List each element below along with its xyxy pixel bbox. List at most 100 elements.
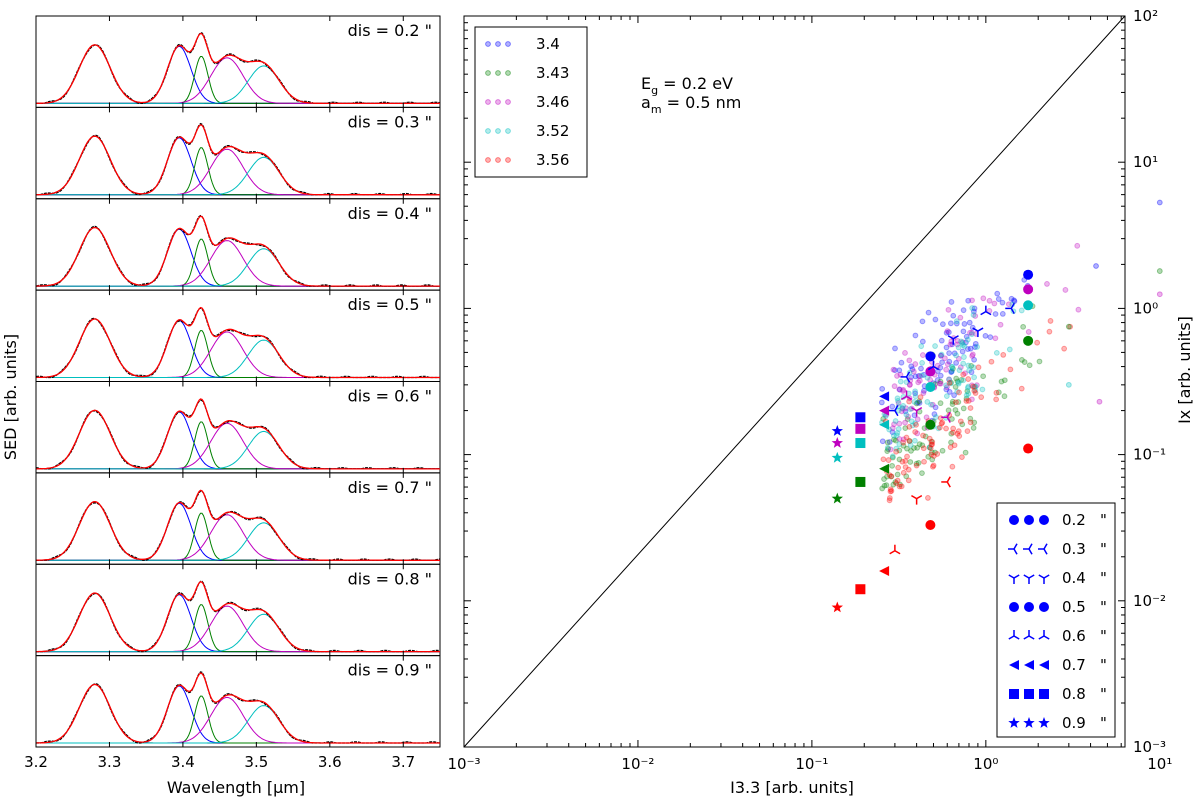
faint-point: [956, 433, 963, 439]
faint-point: [1067, 323, 1074, 330]
fit-curve: [36, 489, 440, 561]
faint-point: [946, 376, 953, 383]
faint-point: [1044, 281, 1050, 287]
y-tick-label: 10⁻³: [1133, 738, 1166, 756]
faint-point: [880, 456, 887, 463]
faint-point: [1007, 366, 1014, 373]
faint-point: [918, 372, 925, 379]
faint-point: [955, 355, 962, 362]
faint-point: [1005, 301, 1012, 308]
faint-point: [1156, 268, 1163, 274]
marker-hexagon: [1024, 602, 1034, 612]
faint-point: [928, 441, 935, 448]
faint-point: [994, 290, 1001, 297]
marker-square: [855, 584, 866, 595]
faint-point: [891, 383, 898, 390]
faint-point: [897, 378, 904, 385]
legend-label: 0.3: [1062, 540, 1086, 558]
legend-label: 0.5: [1062, 598, 1086, 616]
legend-label: 0.6: [1062, 627, 1086, 645]
faint-point: [908, 447, 914, 454]
legend-label: 3.46: [536, 93, 569, 111]
legend-swatch: [495, 99, 501, 105]
marker-tri-left: [1005, 302, 1015, 314]
marker-hexagon: [925, 519, 936, 530]
faint-point: [926, 435, 933, 442]
faint-point: [1021, 359, 1028, 365]
faint-point: [912, 332, 919, 339]
faint-point: [960, 405, 967, 412]
component-curve-2: [36, 594, 440, 653]
marker-arm: [894, 410, 899, 417]
x-tick-label: 3.6: [318, 753, 342, 771]
faint-point: [945, 407, 952, 414]
faint-point: [1062, 287, 1069, 293]
faint-point: [896, 483, 903, 490]
faint-point: [934, 451, 941, 457]
faint-point: [980, 373, 987, 380]
faint-point: [936, 424, 943, 431]
faint-point: [912, 361, 919, 367]
marker-triangle-left: [879, 565, 890, 576]
faint-point: [912, 390, 919, 397]
faint-point: [945, 306, 952, 313]
faint-point: [954, 337, 961, 344]
faint-point: [960, 377, 967, 384]
faint-point: [885, 446, 892, 452]
legend-swatch: [495, 128, 501, 134]
faint-point: [880, 415, 887, 422]
faint-point: [907, 442, 914, 448]
faint-point: [908, 418, 915, 425]
faint-point: [944, 328, 951, 334]
faint-point: [964, 336, 971, 343]
observed-spectrum: [36, 580, 441, 653]
faint-point: [928, 401, 935, 408]
faint-point: [970, 383, 976, 390]
faint-point: [957, 418, 964, 425]
plot-frame: [463, 15, 1126, 748]
faint-point: [938, 337, 945, 344]
faint-point: [958, 377, 965, 383]
marker-star: [831, 437, 843, 448]
faint-point: [970, 312, 977, 318]
faint-point: [928, 438, 935, 445]
faint-point: [972, 340, 979, 347]
faint-point: [879, 485, 886, 492]
marker-arm: [946, 411, 951, 418]
faint-point: [895, 400, 902, 406]
legend-unit: ": [1100, 627, 1107, 645]
faint-point: [900, 386, 907, 393]
faint-point: [889, 462, 895, 469]
sed-panel-7: dis = 0.8 ": [35, 563, 441, 657]
legend-label: 3.43: [536, 64, 569, 82]
faint-point: [895, 397, 901, 404]
faint-point: [971, 356, 977, 363]
faint-point: [938, 351, 945, 358]
faint-point: [988, 358, 995, 365]
faint-point: [903, 411, 910, 418]
faint-point: [952, 407, 959, 413]
marker-tri-left: [1023, 543, 1033, 555]
faint-point: [902, 419, 908, 426]
component-curve-2: [36, 228, 440, 287]
marker-star: [831, 425, 843, 436]
marker-triangle-left: [879, 391, 890, 402]
faint-point: [954, 410, 961, 417]
faint-point: [890, 366, 897, 373]
faint-point: [920, 432, 926, 439]
faint-point: [897, 371, 904, 378]
marker-square: [1009, 689, 1019, 699]
marker-arm: [1038, 574, 1045, 579]
faint-point: [953, 399, 959, 406]
faint-point: [886, 497, 893, 504]
faint-point: [1036, 358, 1043, 365]
faint-point: [995, 389, 1002, 396]
faint-point: [919, 360, 925, 366]
right-panel: 10⁻³ 10⁻² 10⁻¹ 10⁰ 10¹10⁻³10⁻²10⁻¹10⁰10¹10²3…: [447, 7, 1172, 773]
marker-star: [1023, 717, 1035, 728]
marker-hexagon: [1009, 602, 1019, 612]
legend-swatch: [505, 157, 511, 163]
faint-point: [966, 367, 973, 374]
faint-point: [967, 419, 974, 426]
faint-point: [879, 385, 886, 392]
